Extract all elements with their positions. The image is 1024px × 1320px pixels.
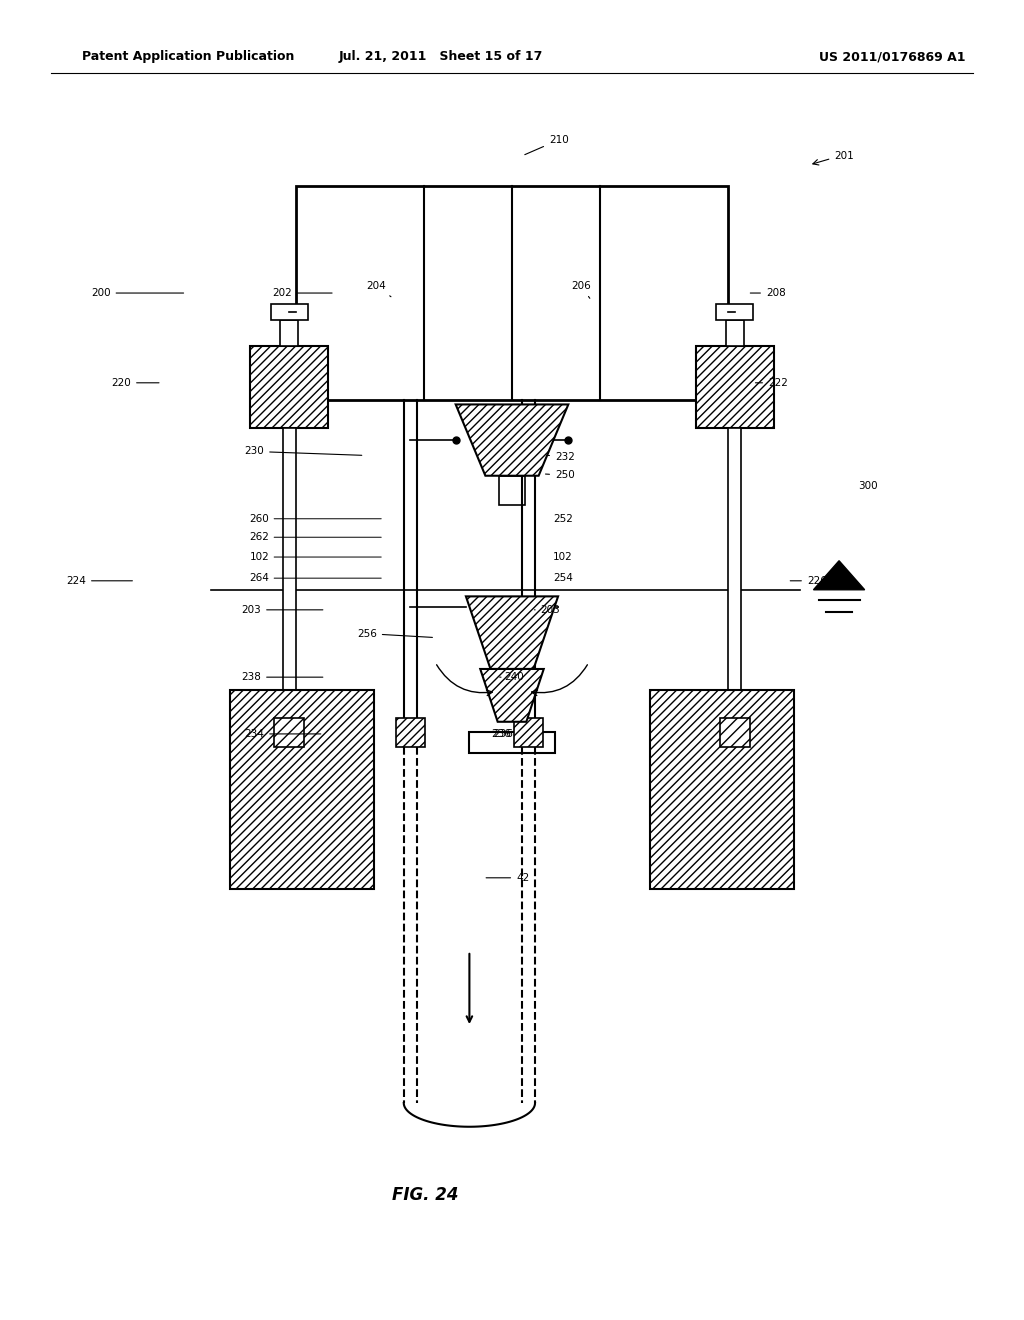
Text: 102: 102 [553, 552, 572, 562]
Text: Jul. 21, 2011   Sheet 15 of 17: Jul. 21, 2011 Sheet 15 of 17 [338, 50, 543, 63]
Bar [728, 428, 741, 875]
Bar [230, 689, 375, 890]
Bar [469, 733, 555, 754]
Text: 234: 234 [245, 729, 321, 739]
Bar [250, 346, 329, 428]
Text: 238: 238 [242, 672, 323, 682]
Bar [499, 475, 525, 504]
Text: 254: 254 [553, 573, 572, 583]
Text: 236: 236 [492, 729, 511, 739]
Text: 250: 250 [546, 470, 574, 480]
Polygon shape [480, 669, 544, 722]
Text: 220: 220 [112, 378, 159, 388]
Text: 236: 236 [494, 729, 513, 739]
Text: 252: 252 [553, 513, 572, 524]
Text: 232: 232 [548, 451, 574, 462]
Text: 260: 260 [250, 513, 269, 524]
Text: 203: 203 [535, 605, 560, 615]
Text: 201: 201 [835, 150, 854, 161]
Bar [280, 319, 298, 346]
Text: 262: 262 [250, 532, 269, 543]
Text: 102: 102 [250, 552, 269, 562]
Polygon shape [813, 561, 864, 590]
Text: 203: 203 [242, 605, 323, 615]
Bar [726, 319, 744, 346]
Bar [274, 718, 304, 747]
Text: 230: 230 [245, 446, 361, 457]
Polygon shape [466, 597, 558, 669]
Text: FIG. 24: FIG. 24 [392, 1185, 458, 1204]
Text: 222: 222 [756, 378, 787, 388]
Text: US 2011/0176869 A1: US 2011/0176869 A1 [819, 50, 966, 63]
Bar [695, 346, 774, 428]
Text: Patent Application Publication: Patent Application Publication [82, 50, 294, 63]
Text: 226: 226 [791, 576, 826, 586]
Bar [270, 304, 307, 319]
Bar [717, 304, 754, 319]
Text: 300: 300 [858, 480, 878, 491]
Text: 202: 202 [272, 288, 332, 298]
Text: 256: 256 [357, 628, 432, 639]
Polygon shape [456, 404, 568, 475]
Text: 42: 42 [486, 873, 529, 883]
Bar [283, 428, 296, 875]
Text: 240: 240 [500, 672, 523, 682]
Text: 264: 264 [250, 573, 269, 583]
Text: 206: 206 [571, 281, 591, 298]
Text: 200: 200 [91, 288, 183, 298]
Bar [514, 718, 544, 747]
Text: 210: 210 [524, 135, 568, 154]
Bar [296, 186, 728, 400]
Text: 204: 204 [367, 281, 391, 297]
Bar [720, 718, 750, 747]
Bar [395, 718, 425, 747]
Bar [649, 689, 794, 890]
Text: 224: 224 [67, 576, 132, 586]
Text: 208: 208 [751, 288, 785, 298]
